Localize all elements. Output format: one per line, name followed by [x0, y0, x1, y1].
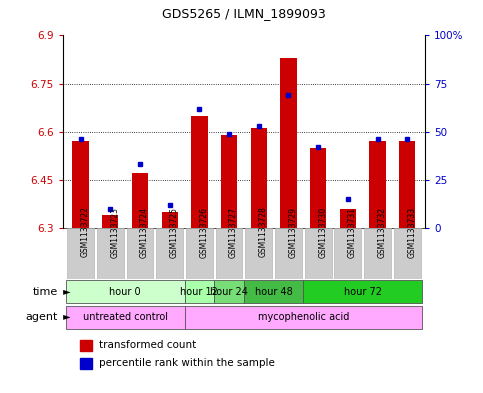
Text: GSM1133724: GSM1133724: [140, 207, 149, 257]
Bar: [132, 173, 148, 228]
Text: GSM1133723: GSM1133723: [110, 207, 119, 257]
Text: time: time: [33, 287, 58, 297]
Bar: [245, 228, 272, 279]
Bar: [67, 228, 94, 279]
Bar: [340, 209, 356, 228]
Bar: [305, 228, 331, 279]
Bar: [186, 228, 213, 279]
Text: GSM1133733: GSM1133733: [407, 206, 416, 257]
Bar: [185, 306, 422, 329]
Text: hour 0: hour 0: [109, 287, 141, 297]
Bar: [394, 228, 421, 279]
Bar: [244, 280, 303, 303]
Bar: [80, 340, 92, 351]
Bar: [280, 58, 297, 228]
Text: GSM1133725: GSM1133725: [170, 207, 179, 257]
Text: ►: ►: [60, 287, 71, 297]
Text: GSM1133731: GSM1133731: [348, 207, 357, 257]
Bar: [216, 228, 242, 279]
Bar: [335, 228, 361, 279]
Bar: [364, 228, 391, 279]
Text: GDS5265 / ILMN_1899093: GDS5265 / ILMN_1899093: [162, 7, 326, 20]
Text: GSM1133732: GSM1133732: [378, 207, 386, 257]
Bar: [185, 280, 214, 303]
Text: GSM1133728: GSM1133728: [259, 207, 268, 257]
Text: transformed count: transformed count: [99, 340, 197, 350]
Bar: [102, 215, 118, 228]
Text: ►: ►: [60, 312, 71, 322]
Text: percentile rank within the sample: percentile rank within the sample: [99, 358, 275, 368]
Text: GSM1133726: GSM1133726: [199, 207, 208, 257]
Text: GSM1133722: GSM1133722: [81, 207, 90, 257]
Bar: [214, 280, 244, 303]
Text: mycophenolic acid: mycophenolic acid: [257, 312, 349, 322]
Bar: [161, 212, 178, 228]
Bar: [251, 129, 267, 228]
Text: hour 24: hour 24: [210, 287, 248, 297]
Bar: [310, 148, 327, 228]
Text: hour 72: hour 72: [344, 287, 382, 297]
Bar: [191, 116, 208, 228]
Text: hour 48: hour 48: [255, 287, 293, 297]
Bar: [97, 228, 124, 279]
Text: GSM1133727: GSM1133727: [229, 207, 238, 257]
Bar: [127, 228, 154, 279]
Bar: [399, 141, 415, 228]
Text: untreated control: untreated control: [83, 312, 168, 322]
Text: GSM1133730: GSM1133730: [318, 206, 327, 257]
Bar: [156, 228, 183, 279]
Bar: [275, 228, 302, 279]
Bar: [72, 141, 89, 228]
Text: agent: agent: [26, 312, 58, 322]
Bar: [80, 358, 92, 369]
Bar: [303, 280, 422, 303]
Text: GSM1133729: GSM1133729: [288, 207, 298, 257]
Bar: [221, 135, 237, 228]
Bar: [369, 141, 386, 228]
Text: hour 12: hour 12: [181, 287, 218, 297]
Bar: [66, 306, 185, 329]
Bar: [66, 280, 185, 303]
